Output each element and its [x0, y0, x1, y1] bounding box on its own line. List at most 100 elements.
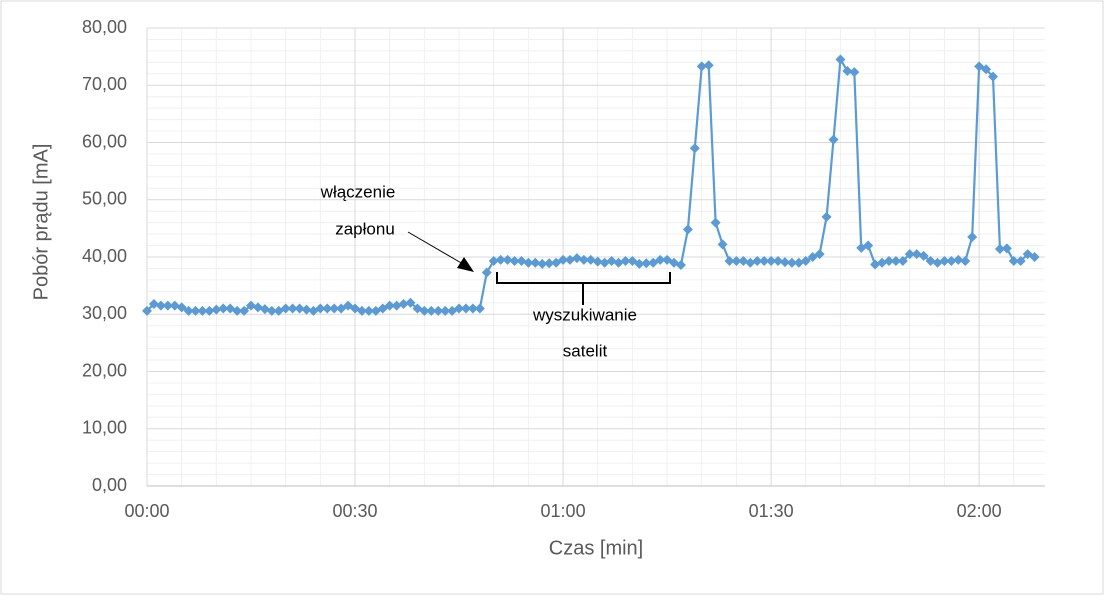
data-point [239, 305, 250, 316]
data-point [509, 256, 520, 267]
data-point [474, 303, 485, 314]
data-point [793, 257, 804, 268]
data-point [190, 305, 201, 316]
data-point [994, 243, 1005, 254]
data-point [773, 256, 784, 267]
data-point [315, 303, 326, 314]
data-point [953, 254, 964, 265]
annotation-arrow-head [457, 257, 474, 272]
data-point [405, 297, 416, 308]
data-point [821, 211, 832, 222]
data-point [516, 256, 527, 267]
data-point [1029, 252, 1040, 262]
data-point [280, 303, 291, 314]
data-point [356, 305, 367, 316]
data-point [897, 256, 908, 267]
y-tick-label: 30,00 [82, 303, 127, 323]
data-point [870, 259, 881, 270]
data-point [558, 254, 569, 265]
data-point [155, 300, 166, 311]
data-point [967, 231, 978, 242]
data-point [655, 254, 666, 265]
y-tick-label: 80,00 [82, 17, 127, 37]
x-tick-label: 02:00 [957, 501, 1002, 521]
annotation: wyszukiwanie [532, 305, 637, 324]
data-point [564, 254, 575, 265]
data-point [148, 298, 159, 309]
y-tick-label: 60,00 [82, 131, 127, 151]
data-point [599, 257, 610, 268]
data-point [932, 257, 943, 268]
data-point [613, 257, 624, 268]
data-point [329, 303, 340, 314]
data-point [592, 256, 603, 267]
data-point [218, 303, 229, 314]
data-point [641, 258, 652, 269]
x-tick-label: 01:00 [541, 501, 586, 521]
data-point [752, 256, 763, 267]
data-point [766, 256, 777, 267]
data-point [1001, 243, 1012, 254]
y-axis-title: Pobór prądu [mA] [30, 144, 52, 301]
y-tick-label: 70,00 [82, 74, 127, 94]
data-point [981, 64, 992, 75]
data-point [197, 305, 208, 316]
data-point [537, 258, 548, 269]
data-point [682, 224, 693, 235]
annotations [407, 231, 671, 305]
annotation-arrow-line [407, 231, 464, 265]
data-point [939, 256, 950, 267]
data-point [1008, 256, 1019, 267]
data-point [544, 258, 555, 269]
y-tick-label: 50,00 [82, 189, 127, 209]
annotation: satelit [563, 341, 608, 360]
data-point [759, 256, 770, 267]
annotation: włączenie [320, 182, 396, 201]
data-point [946, 256, 957, 267]
data-point [169, 300, 180, 311]
data-point [814, 249, 825, 260]
data-point [142, 305, 152, 316]
data-point [883, 256, 894, 267]
data-point [918, 250, 929, 261]
x-tick-label: 00:30 [333, 501, 378, 521]
data-point [252, 302, 263, 313]
data-point [890, 256, 901, 267]
data-point [724, 256, 735, 267]
data-point [703, 60, 714, 71]
data-point [1015, 256, 1026, 267]
data-point [828, 134, 839, 145]
data-point [634, 258, 645, 269]
data-point [488, 256, 499, 267]
data-point [232, 305, 243, 316]
data-point [578, 254, 589, 265]
data-point [835, 54, 846, 65]
data-point [523, 257, 534, 268]
data-point [904, 249, 915, 260]
data-point [696, 61, 707, 72]
data-point [162, 300, 173, 311]
data-point [467, 303, 478, 314]
data-point [294, 303, 305, 314]
data-point [398, 298, 409, 309]
data-point [620, 256, 631, 267]
y-tick-label: 10,00 [82, 418, 127, 438]
data-point [738, 256, 749, 267]
data-point [502, 254, 513, 265]
data-point [731, 256, 742, 267]
data-point [287, 303, 298, 314]
data-point [481, 267, 492, 278]
grid [146, 27, 1045, 487]
data-point [460, 303, 471, 314]
data-point [710, 217, 721, 228]
data-point [786, 257, 797, 268]
data-point [987, 71, 998, 82]
annotation: zapłonu [335, 219, 395, 238]
data-point [606, 256, 617, 267]
x-tick-label: 01:30 [749, 501, 794, 521]
data-point [384, 300, 395, 311]
y-tick-label: 0,00 [92, 475, 127, 495]
data-point [585, 254, 596, 265]
y-tick-label: 20,00 [82, 360, 127, 380]
